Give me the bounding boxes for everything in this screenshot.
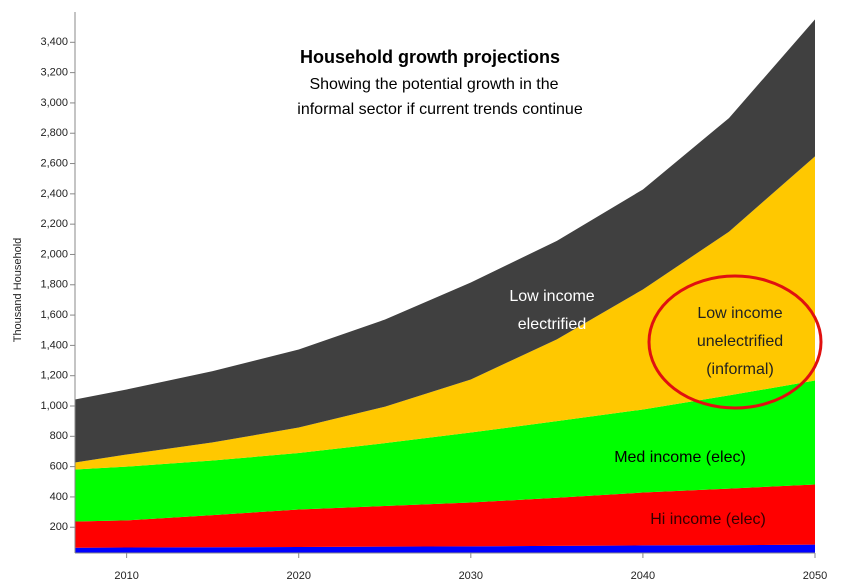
y-tick-label: 400 bbox=[50, 491, 68, 503]
y-axis-label: Thousand Household bbox=[12, 238, 24, 343]
series-label: Med income (elec) bbox=[614, 449, 746, 466]
series-label: electrified bbox=[518, 316, 586, 333]
area bbox=[75, 19, 815, 463]
y-tick-label: 2,400 bbox=[40, 188, 68, 200]
y-tick-label: 600 bbox=[50, 461, 68, 473]
y-tick-label: 1,800 bbox=[40, 279, 68, 291]
y-tick-label: 2,600 bbox=[40, 157, 68, 169]
x-tick-label: 2040 bbox=[631, 570, 655, 582]
series-label: unelectrified bbox=[697, 333, 783, 350]
plot-area bbox=[75, 19, 815, 553]
y-tick-label: 3,200 bbox=[40, 67, 68, 79]
area bbox=[75, 484, 815, 548]
y-tick-label: 3,000 bbox=[40, 97, 68, 109]
y-tick-label: 1,200 bbox=[40, 370, 68, 382]
series-label: Low income bbox=[509, 288, 594, 305]
y-tick-label: 2,000 bbox=[40, 248, 68, 260]
y-tick-label: 1,000 bbox=[40, 400, 68, 412]
series-label: Hi income (elec) bbox=[650, 511, 766, 528]
y-tick-label: 2,200 bbox=[40, 218, 68, 230]
highlight-ellipse bbox=[647, 274, 823, 410]
y-tick-label: 200 bbox=[50, 521, 68, 533]
x-tick-label: 2030 bbox=[459, 570, 483, 582]
area bbox=[75, 156, 815, 470]
y-tick-label: 1,600 bbox=[40, 309, 68, 321]
y-tick-label: 800 bbox=[50, 430, 68, 442]
chart-subtitle: informal sector if current trends contin… bbox=[297, 101, 583, 118]
x-tick-label: 2050 bbox=[803, 570, 827, 582]
x-tick-label: 2020 bbox=[286, 570, 310, 582]
area bbox=[75, 380, 815, 522]
chart-subtitle: Showing the potential growth in the bbox=[309, 76, 558, 93]
y-tick-label: 1,400 bbox=[40, 339, 68, 351]
chart-title: Household growth projections bbox=[300, 47, 560, 67]
area bbox=[75, 544, 815, 553]
y-tick-label: 3,400 bbox=[40, 36, 68, 48]
series-label: Low income bbox=[697, 305, 782, 322]
x-tick-label: 2010 bbox=[114, 570, 138, 582]
series-label: (informal) bbox=[706, 361, 774, 378]
y-tick-label: 2,800 bbox=[40, 127, 68, 139]
